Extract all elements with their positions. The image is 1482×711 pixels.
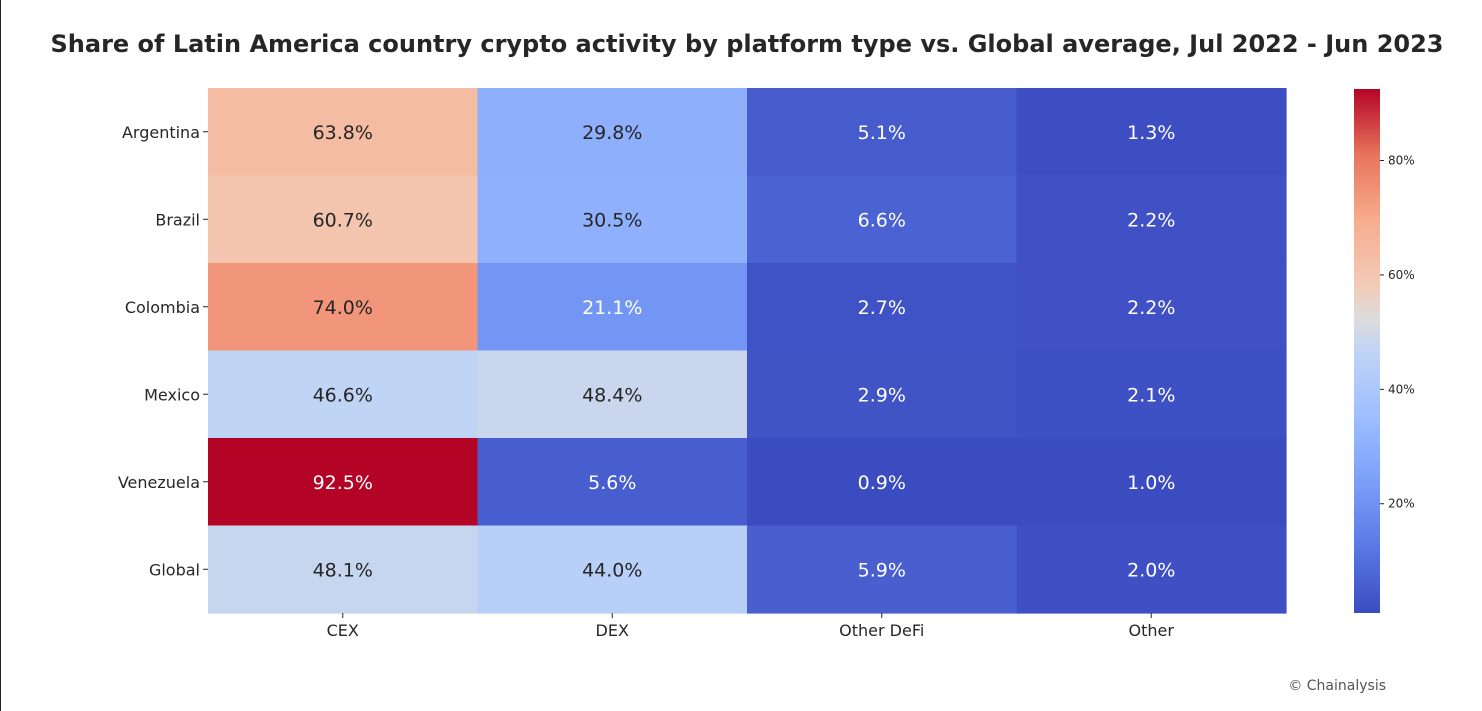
colorbar-tick-label: 60%	[1388, 268, 1415, 282]
cell-label-global-dex: 44.0%	[582, 559, 642, 581]
cell-label-brazil-dex: 30.5%	[582, 209, 642, 231]
cell-venezuela-other	[1016, 438, 1287, 527]
cell-label-colombia-cex: 74.0%	[313, 297, 373, 319]
cell-argentina-cex	[208, 88, 479, 177]
colorbar-gradient	[1354, 89, 1380, 613]
cell-brazil-other-defi	[747, 175, 1018, 264]
row-labels: Argentina Brazil Colombia Mexico Venezuela Gl…	[118, 123, 208, 579]
column-label-cex: CEX	[327, 621, 359, 640]
cell-global-other-defi	[747, 525, 1018, 614]
column-label-dex: DEX	[596, 621, 629, 640]
row-label-brazil: Brazil	[155, 210, 200, 229]
cell-colombia-other	[1016, 263, 1287, 352]
cell-global-cex	[208, 525, 479, 614]
cell-label-global-other: 2.0%	[1127, 559, 1175, 581]
cell-global-other	[1016, 525, 1287, 614]
cell-venezuela-other-defi	[747, 438, 1018, 527]
colorbar-tick-label: 40%	[1388, 382, 1415, 396]
cell-mexico-other	[1016, 350, 1287, 439]
cell-label-colombia-other-defi: 2.7%	[858, 297, 906, 319]
cell-label-argentina-dex: 29.8%	[582, 122, 642, 144]
cell-venezuela-cex	[208, 438, 479, 527]
column-label-other-defi: Other DeFi	[839, 621, 924, 640]
cell-label-mexico-other: 2.1%	[1127, 384, 1175, 406]
row-label-venezuela: Venezuela	[118, 473, 200, 492]
cell-label-mexico-other-defi: 2.9%	[858, 384, 906, 406]
credit-text: © Chainalysis	[1288, 678, 1386, 694]
heatmap-cells: 63.8% 29.8% 5.1% 1.3% 60.7% 30.5% 6.6% 2.2% 74.0…	[208, 88, 1287, 614]
cell-argentina-other	[1016, 88, 1287, 177]
row-label-argentina: Argentina	[122, 123, 200, 142]
cell-venezuela-dex	[477, 438, 748, 527]
cell-colombia-other-defi	[747, 263, 1018, 352]
cell-mexico-other-defi	[747, 350, 1018, 439]
left-border-line	[0, 0, 1, 711]
cell-argentina-dex	[477, 88, 748, 177]
colorbar-tick-label: 20%	[1388, 497, 1415, 511]
row-label-global: Global	[149, 560, 200, 579]
cell-label-global-cex: 48.1%	[313, 559, 373, 581]
cell-label-mexico-dex: 48.4%	[582, 384, 642, 406]
cell-label-venezuela-cex: 92.5%	[313, 472, 373, 494]
cell-label-mexico-cex: 46.6%	[313, 384, 373, 406]
cell-brazil-cex	[208, 175, 479, 264]
chart-title: Share of Latin America country crypto ac…	[51, 30, 1444, 58]
cell-label-brazil-cex: 60.7%	[313, 209, 373, 231]
cell-global-dex	[477, 525, 748, 614]
cell-mexico-cex	[208, 350, 479, 439]
cell-label-colombia-other: 2.2%	[1127, 297, 1175, 319]
cell-label-venezuela-other: 1.0%	[1127, 472, 1175, 494]
cell-label-argentina-cex: 63.8%	[313, 122, 373, 144]
column-label-other: Other	[1129, 621, 1175, 640]
cell-label-brazil-other-defi: 6.6%	[858, 209, 906, 231]
cell-label-argentina-other-defi: 5.1%	[858, 122, 906, 144]
row-label-mexico: Mexico	[144, 385, 200, 404]
cell-label-venezuela-dex: 5.6%	[588, 472, 636, 494]
colorbar: 20% 40% 60% 80%	[1354, 89, 1415, 613]
column-labels: CEX DEX Other DeFi Other	[327, 613, 1175, 640]
cell-argentina-other-defi	[747, 88, 1018, 177]
row-label-colombia: Colombia	[125, 298, 200, 317]
cell-label-brazil-other: 2.2%	[1127, 209, 1175, 231]
cell-label-venezuela-other-defi: 0.9%	[858, 472, 906, 494]
cell-label-global-other-defi: 5.9%	[858, 559, 906, 581]
colorbar-tick-label: 80%	[1388, 154, 1415, 168]
cell-label-colombia-dex: 21.1%	[582, 297, 642, 319]
cell-colombia-dex	[477, 263, 748, 352]
cell-brazil-other	[1016, 175, 1287, 264]
cell-brazil-dex	[477, 175, 748, 264]
cell-label-argentina-other: 1.3%	[1127, 122, 1175, 144]
cell-mexico-dex	[477, 350, 748, 439]
cell-colombia-cex	[208, 263, 479, 352]
